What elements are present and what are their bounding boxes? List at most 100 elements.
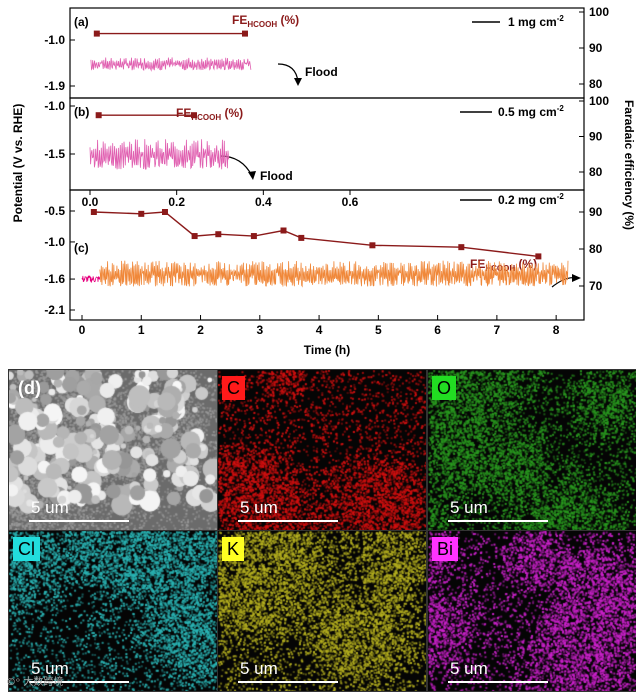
map-tag-chlorine: Cl (13, 537, 40, 561)
fe-point-1-1 (191, 112, 197, 119)
scale-bar-line (448, 681, 548, 683)
svg-text:0.2 mg cm-2: 0.2 mg cm-2 (498, 192, 564, 207)
y-right-tick-label-1-2: 80 (589, 165, 603, 179)
y-left-tick-label-1-1: -1.5 (44, 147, 65, 161)
fe-label-a: FEHCOOH (%) (232, 13, 299, 29)
y-left-tick-label-2-0: -0.5 (44, 204, 65, 218)
map-potassium: K 5 um (217, 530, 427, 692)
y-left-tick-label-2-3: -2.1 (44, 303, 65, 317)
map-oxygen: O 5 um (427, 369, 636, 531)
scale-bar-line (29, 681, 129, 683)
svg-text:0.5 mg cm-2: 0.5 mg cm-2 (498, 104, 564, 119)
potential-line-a (90, 57, 252, 72)
potential-line-c-start (81, 275, 101, 283)
scale-bar-label: 5 um (450, 498, 488, 517)
y-right-tick-label-2-0: 90 (589, 205, 603, 219)
x-tick-label-c-0: 0 (79, 323, 86, 337)
x-tick-label-c-4: 4 (316, 323, 323, 337)
legend-a: 1 mg cm-2 (472, 14, 564, 29)
map-carbon: C 5 um (217, 369, 427, 531)
fe-point-2-3 (191, 233, 198, 240)
svg-text:1 mg cm-2: 1 mg cm-2 (508, 14, 564, 29)
x-tick-label-c-3: 3 (256, 323, 263, 337)
map-tag-bismuth: Bi (432, 537, 459, 561)
y-right-tick-label-2-1: 80 (589, 242, 603, 256)
legend-b: 0.5 mg cm-2 (460, 104, 564, 119)
map-texture-oxygen (428, 370, 636, 530)
x-tick-label-c-7: 7 (494, 323, 501, 337)
y-left-axis-title: Potential (V vs. RHE) (11, 104, 25, 223)
y-right-tick-label-0-1: 90 (589, 41, 603, 55)
map-texture-carbon (218, 370, 426, 530)
map-texture-bismuth (428, 531, 636, 691)
scale-bar-line (238, 520, 338, 522)
fe-point-0-1 (241, 30, 248, 37)
y-right-tick-label-1-1: 90 (589, 130, 603, 144)
y-right-axis-title: Faradaic efficiency (%) (622, 100, 636, 230)
scale-bar-label: 5 um (240, 659, 278, 678)
legend-c: 0.2 mg cm-2 (460, 192, 564, 207)
flood-annotation-a: Flood (277, 63, 338, 86)
x-tick-label-c-1: 1 (138, 323, 145, 337)
fe-point-2-0 (90, 209, 97, 215)
y-left-tick-label-2-2: -1.6 (44, 272, 65, 286)
map-texture-sem (9, 370, 217, 530)
panel-c-frame (69, 189, 585, 321)
fe-point-2-10 (535, 253, 542, 260)
map-tag-carbon: C (222, 376, 245, 400)
watermark: ©ᵒ 大数跨境 (6, 677, 64, 688)
fe-point-2-6 (280, 227, 287, 234)
scale-bar-line (238, 681, 338, 683)
panel-a-frame (69, 7, 585, 99)
fe-point-2-2 (161, 209, 168, 215)
y-right-tick-label-0-0: 100 (589, 5, 609, 19)
map-texture-chlorine (9, 531, 217, 691)
x-tick-label-b-3: 0.6 (342, 195, 359, 209)
scale-bar-label: 5 um (31, 498, 69, 517)
fe-point-0-0 (93, 30, 100, 37)
x-tick-label-c-2: 2 (197, 323, 204, 337)
y-left-tick-label-0-1: -1.9 (44, 79, 65, 93)
panel-b-tag: (b) (74, 105, 89, 119)
scale-bar-label: 5 um (240, 498, 278, 517)
flood-annotation-b: Flood (219, 155, 293, 183)
y-right-tick-label-0-2: 80 (589, 77, 603, 91)
svg-text:Flood: Flood (260, 169, 293, 183)
potential-line-b (89, 139, 230, 170)
scale-bar-label: 5 um (450, 659, 488, 678)
fe-point-2-1 (138, 210, 145, 217)
x-axis-title: Time (h) (304, 343, 350, 357)
potential-line-c (99, 260, 569, 288)
svg-text:Flood: Flood (305, 65, 338, 79)
panel-c-tag: (c) (74, 241, 89, 255)
fe-point-2-5 (250, 233, 257, 240)
y-left-tick-label-0-0: -1.0 (44, 33, 65, 47)
map-tag-oxygen: O (432, 376, 457, 400)
panel-a-tag: (a) (74, 15, 89, 29)
x-tick-label-b-2: 0.4 (255, 195, 272, 209)
y-right-tick-label-2-2: 70 (589, 279, 603, 293)
fe-point-2-4 (215, 231, 222, 238)
x-tick-label-b-0: 0.0 (82, 195, 99, 209)
map-sem: (d) 5 um (8, 369, 218, 531)
scale-bar-line (448, 520, 548, 522)
chart-area: Potential (V vs. RHE) Faradaic efficienc… (11, 5, 636, 357)
fe-label-b: FEHCOOH (%) (176, 106, 243, 122)
map-texture-potassium (218, 531, 426, 691)
x-tick-label-c-5: 5 (375, 323, 382, 337)
fe-point-2-9 (458, 244, 465, 251)
x-tick-label-b-1: 0.2 (168, 195, 185, 209)
x-tick-label-c-6: 6 (434, 323, 441, 337)
fe-line-2 (93, 211, 539, 258)
map-chlorine: Cl 5 um (8, 530, 218, 692)
map-tag-potassium: K (222, 537, 245, 561)
fe-point-2-8 (369, 242, 376, 249)
scale-bar-label: 5 um (31, 659, 69, 678)
fe-point-2-7 (298, 234, 305, 241)
scale-bar-line (29, 520, 129, 522)
x-tick-label-c-8: 8 (553, 323, 560, 337)
y-right-tick-label-1-0: 100 (589, 94, 609, 108)
fe-point-1-0 (95, 112, 102, 119)
y-left-tick-label-1-0: -1.0 (44, 99, 65, 113)
y-left-tick-label-2-1: -1.0 (44, 235, 65, 249)
